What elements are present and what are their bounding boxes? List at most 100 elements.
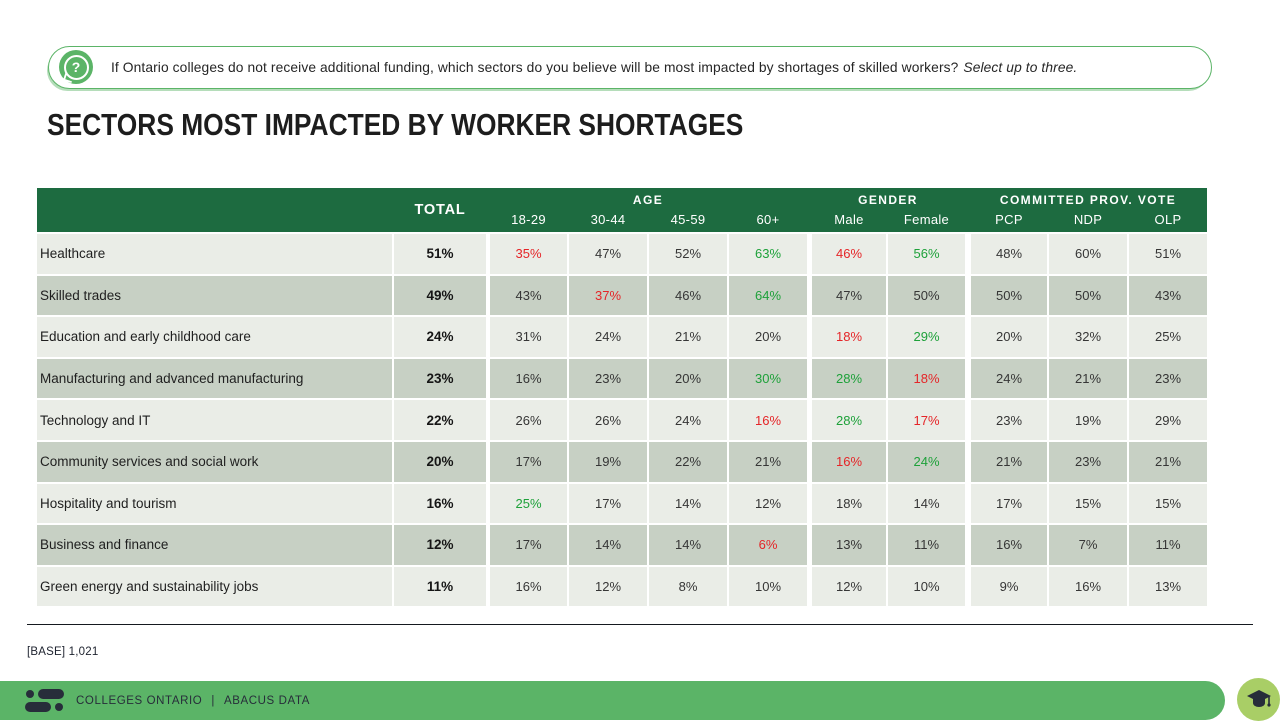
- table-cell: 43%: [1129, 275, 1207, 316]
- table-cell: 12%: [569, 566, 647, 607]
- footer-brand-bar: COLLEGES ONTARIO | ABACUS DATA: [0, 681, 1225, 720]
- table-cell: 20%: [649, 358, 727, 399]
- table-cell: 15%: [1129, 483, 1207, 524]
- table-cell: 22%: [649, 441, 727, 482]
- row-label: Manufacturing and advanced manufacturing: [37, 358, 392, 399]
- table-cell: 12%: [812, 566, 886, 607]
- table-cell: 21%: [1049, 358, 1127, 399]
- table-cell: 10%: [888, 566, 965, 607]
- table-cell: 24%: [569, 317, 647, 357]
- table-cell: 21%: [1129, 441, 1207, 482]
- table-cell: 37%: [569, 275, 647, 316]
- table-cell: 17%: [490, 441, 567, 482]
- column-group-gender: GENDER: [858, 193, 918, 207]
- table-cell: 28%: [812, 400, 886, 440]
- table-cell: 51%: [394, 234, 486, 274]
- table-row: Education and early childhood care 24% 31%…: [37, 317, 1207, 357]
- table-cell: 16%: [729, 400, 807, 440]
- column-header-ndp: NDP: [1073, 212, 1103, 227]
- table-cell: 32%: [1049, 317, 1127, 357]
- table-cell: 47%: [569, 234, 647, 274]
- row-label: Hospitality and tourism: [37, 483, 392, 524]
- table-cell: 43%: [490, 275, 567, 316]
- table-cell: 23%: [1129, 358, 1207, 399]
- table-cell: 14%: [888, 483, 965, 524]
- table-cell: 29%: [1129, 400, 1207, 440]
- table-cell: 26%: [569, 400, 647, 440]
- table-cell: 21%: [971, 441, 1047, 482]
- question-box: ? If Ontario colleges do not receive add…: [48, 46, 1212, 89]
- table-cell: 17%: [490, 525, 567, 565]
- table-cell: 11%: [394, 566, 486, 607]
- table-row: Hospitality and tourism 16% 25% 17% 14% 12% 18…: [37, 483, 1207, 524]
- column-header-total: TOTAL: [414, 202, 466, 218]
- table-cell: 31%: [490, 317, 567, 357]
- table-cell: 18%: [888, 358, 965, 399]
- table-row: Business and finance 12% 17% 14% 14% 6% 13% 11%…: [37, 525, 1207, 565]
- sample-base-note: [BASE] 1,021: [27, 646, 99, 658]
- table-body: Healthcare 51% 35% 47% 52% 63% 46% 56% 48% 60% 51%…: [37, 232, 1207, 607]
- table-cell: 21%: [729, 441, 807, 482]
- table-cell: 13%: [812, 525, 886, 565]
- table-cell: 6%: [729, 525, 807, 565]
- table-cell: 63%: [729, 234, 807, 274]
- table-cell: 16%: [812, 441, 886, 482]
- table-cell: 30%: [729, 358, 807, 399]
- table-cell: 21%: [649, 317, 727, 357]
- column-header-male: Male: [834, 212, 864, 227]
- table-row: Manufacturing and advanced manufacturing…: [37, 358, 1207, 399]
- table-cell: 15%: [1049, 483, 1127, 524]
- table-cell: 14%: [569, 525, 647, 565]
- row-label: Healthcare: [37, 234, 392, 274]
- table-cell: 16%: [490, 566, 567, 607]
- table-cell: 24%: [394, 317, 486, 357]
- table-cell: 23%: [569, 358, 647, 399]
- table-cell: 14%: [649, 483, 727, 524]
- table-cell: 25%: [1129, 317, 1207, 357]
- footer-divider: [27, 624, 1253, 625]
- question-mark-glyph: ?: [71, 59, 81, 75]
- table-cell: 47%: [812, 275, 886, 316]
- table-cell: 17%: [971, 483, 1047, 524]
- column-header-pcp: PCP: [995, 212, 1023, 227]
- footer-brand-text: COLLEGES ONTARIO | ABACUS DATA: [76, 681, 310, 720]
- table-cell: 51%: [1129, 234, 1207, 274]
- table-cell: 20%: [729, 317, 807, 357]
- row-label: Business and finance: [37, 525, 392, 565]
- speech-bubble-shape: ?: [63, 54, 89, 80]
- table-cell: 10%: [729, 566, 807, 607]
- table-row: Skilled trades 49% 43% 37% 46% 64% 47% 50% 50% 50…: [37, 275, 1207, 316]
- colleges-ontario-logo-icon: [25, 689, 67, 713]
- row-label: Skilled trades: [37, 275, 392, 316]
- table-cell: 24%: [971, 358, 1047, 399]
- table-cell: 9%: [971, 566, 1047, 607]
- table-cell: 24%: [888, 441, 965, 482]
- table-cell: 28%: [812, 358, 886, 399]
- column-header-olp: OLP: [1154, 212, 1182, 227]
- table-cell: 16%: [1049, 566, 1127, 607]
- table-row: Technology and IT 22% 26% 26% 24% 16% 28% 17% 23…: [37, 400, 1207, 440]
- table-cell: 56%: [888, 234, 965, 274]
- table-header: TOTAL AGE GENDER COMMITTED PROV. VOTE 18…: [37, 188, 1207, 232]
- table-cell: 20%: [394, 441, 486, 482]
- table-cell: 19%: [1049, 400, 1127, 440]
- results-table: TOTAL AGE GENDER COMMITTED PROV. VOTE 18…: [37, 188, 1207, 607]
- table-cell: 23%: [1049, 441, 1127, 482]
- table-cell: 8%: [649, 566, 727, 607]
- table-cell: 16%: [394, 483, 486, 524]
- column-group-age: AGE: [632, 193, 664, 207]
- survey-question-main: If Ontario colleges do not receive addit…: [111, 60, 959, 75]
- table-cell: 17%: [888, 400, 965, 440]
- graduation-cap-badge: [1237, 678, 1280, 721]
- column-header-30-44: 30-44: [590, 212, 626, 227]
- table-cell: 48%: [971, 234, 1047, 274]
- row-label: Education and early childhood care: [37, 317, 392, 357]
- table-cell: 17%: [569, 483, 647, 524]
- table-row: Community services and social work 20% 17%…: [37, 441, 1207, 482]
- table-row: Green energy and sustainability jobs 11% 1…: [37, 566, 1207, 607]
- column-header-18-29: 18-29: [511, 212, 546, 227]
- row-label: Technology and IT: [37, 400, 392, 440]
- table-cell: 46%: [812, 234, 886, 274]
- table-cell: 13%: [1129, 566, 1207, 607]
- column-header-60-: 60+: [756, 212, 780, 227]
